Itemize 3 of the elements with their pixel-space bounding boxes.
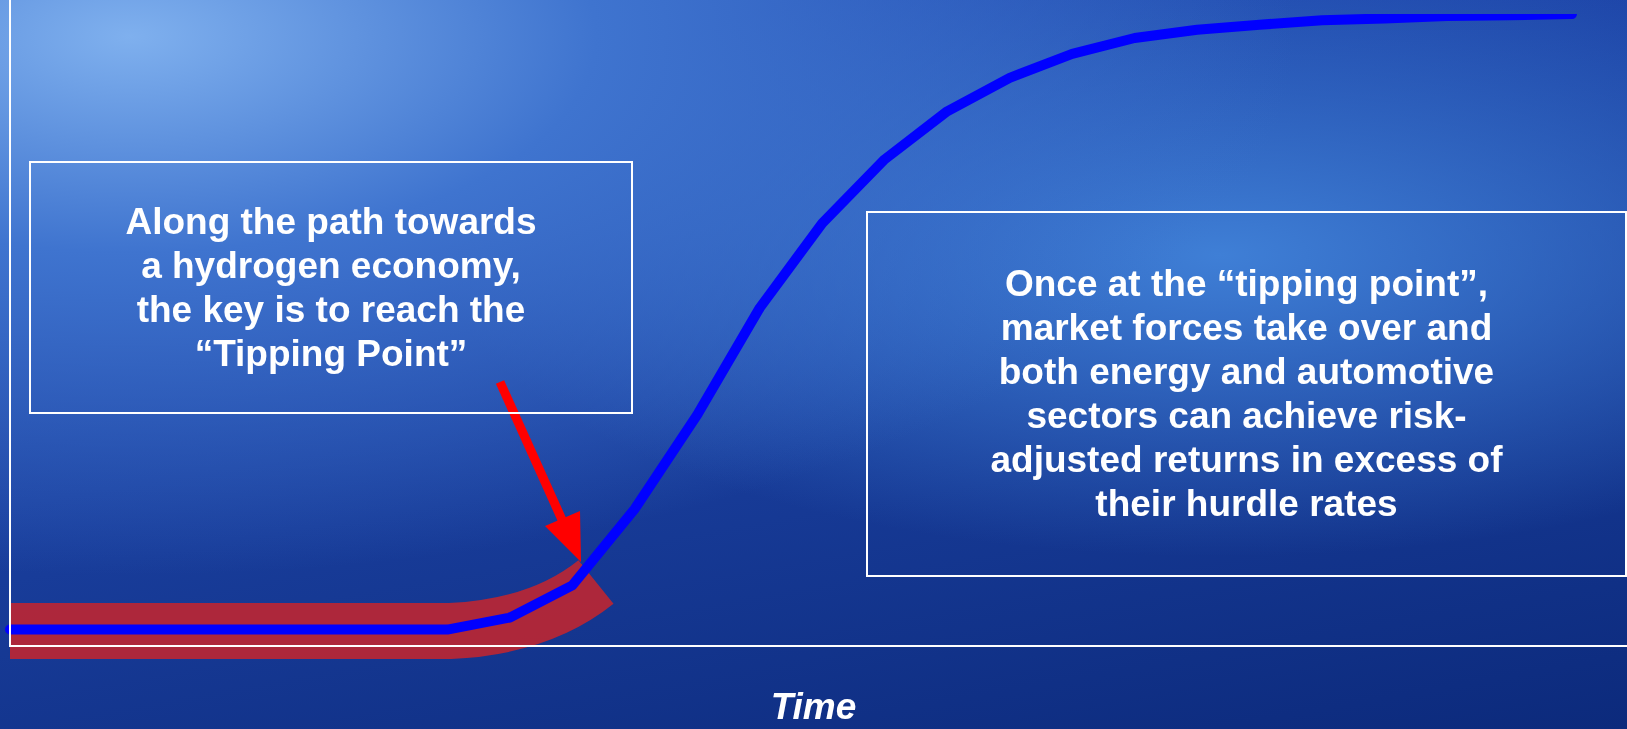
annotation: Once at the “tipping point”, market forces take over and both energy and automotive sectors can achieve risk- adjusted returns in excess of their hurdle rates: [866, 211, 1627, 577]
annotation: Along the path towards a hydrogen economy, the key is to reach the “Tipping Point”: [29, 161, 633, 414]
x-axis-title: Time: [769, 686, 858, 728]
